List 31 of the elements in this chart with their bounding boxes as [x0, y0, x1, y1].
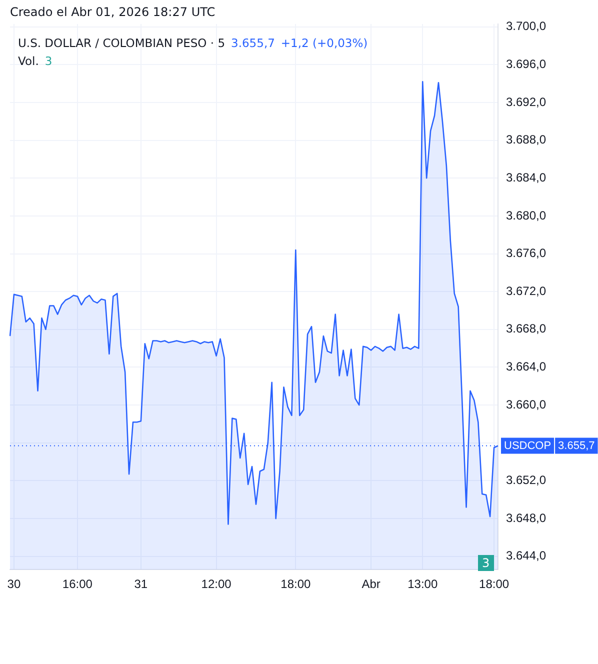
- x-tick-label: Abr: [362, 577, 380, 592]
- x-tick-label: 16:00: [62, 577, 93, 592]
- text: 3.655,7: [558, 440, 595, 452]
- annotation: Vol.: [18, 54, 39, 68]
- annotation: 3: [478, 555, 494, 571]
- x-tick-label: 12:00: [201, 577, 232, 592]
- y-tick-label: 3.696,0: [506, 56, 546, 71]
- annotation: 3.655,7: [231, 36, 275, 50]
- text: Creado el Abr 01, 2026 18:27 UTC: [10, 5, 216, 19]
- y-tick-label: 3.648,0: [506, 510, 546, 525]
- y-tick-label: 3.664,0: [506, 360, 546, 374]
- x-tick-label: 18:00: [479, 577, 510, 592]
- y-tick-label: 3.700,0: [506, 19, 546, 34]
- y-tick-label: 3.680,0: [506, 208, 546, 222]
- x-tick-label: 18:00: [280, 577, 311, 592]
- y-tick-label: 3.676,0: [506, 246, 546, 260]
- y-tick-label: 3.644,0: [506, 548, 546, 563]
- y-tick-label: 3.668,0: [506, 322, 546, 336]
- y-tick-label: 3.672,0: [506, 284, 546, 298]
- annotation: +1,2 (+0,03%): [280, 36, 368, 50]
- x-tick-label: 13:00: [408, 577, 438, 592]
- x-tick-label: 30: [7, 577, 21, 592]
- ref-line-label: USDCOP: [504, 440, 552, 452]
- x-tick-label: 31: [134, 577, 148, 592]
- annotation: 3: [44, 54, 52, 68]
- y-tick-label: 3.692,0: [506, 94, 546, 109]
- y-tick-label: 3.684,0: [506, 170, 546, 184]
- y-tick-label: 3.652,0: [506, 473, 546, 488]
- y-tick-label: 3.660,0: [506, 397, 546, 412]
- y-tick-label: 3.688,0: [506, 132, 546, 147]
- text: U.S. DOLLAR / COLOMBIAN PESO · 5: [18, 36, 226, 50]
